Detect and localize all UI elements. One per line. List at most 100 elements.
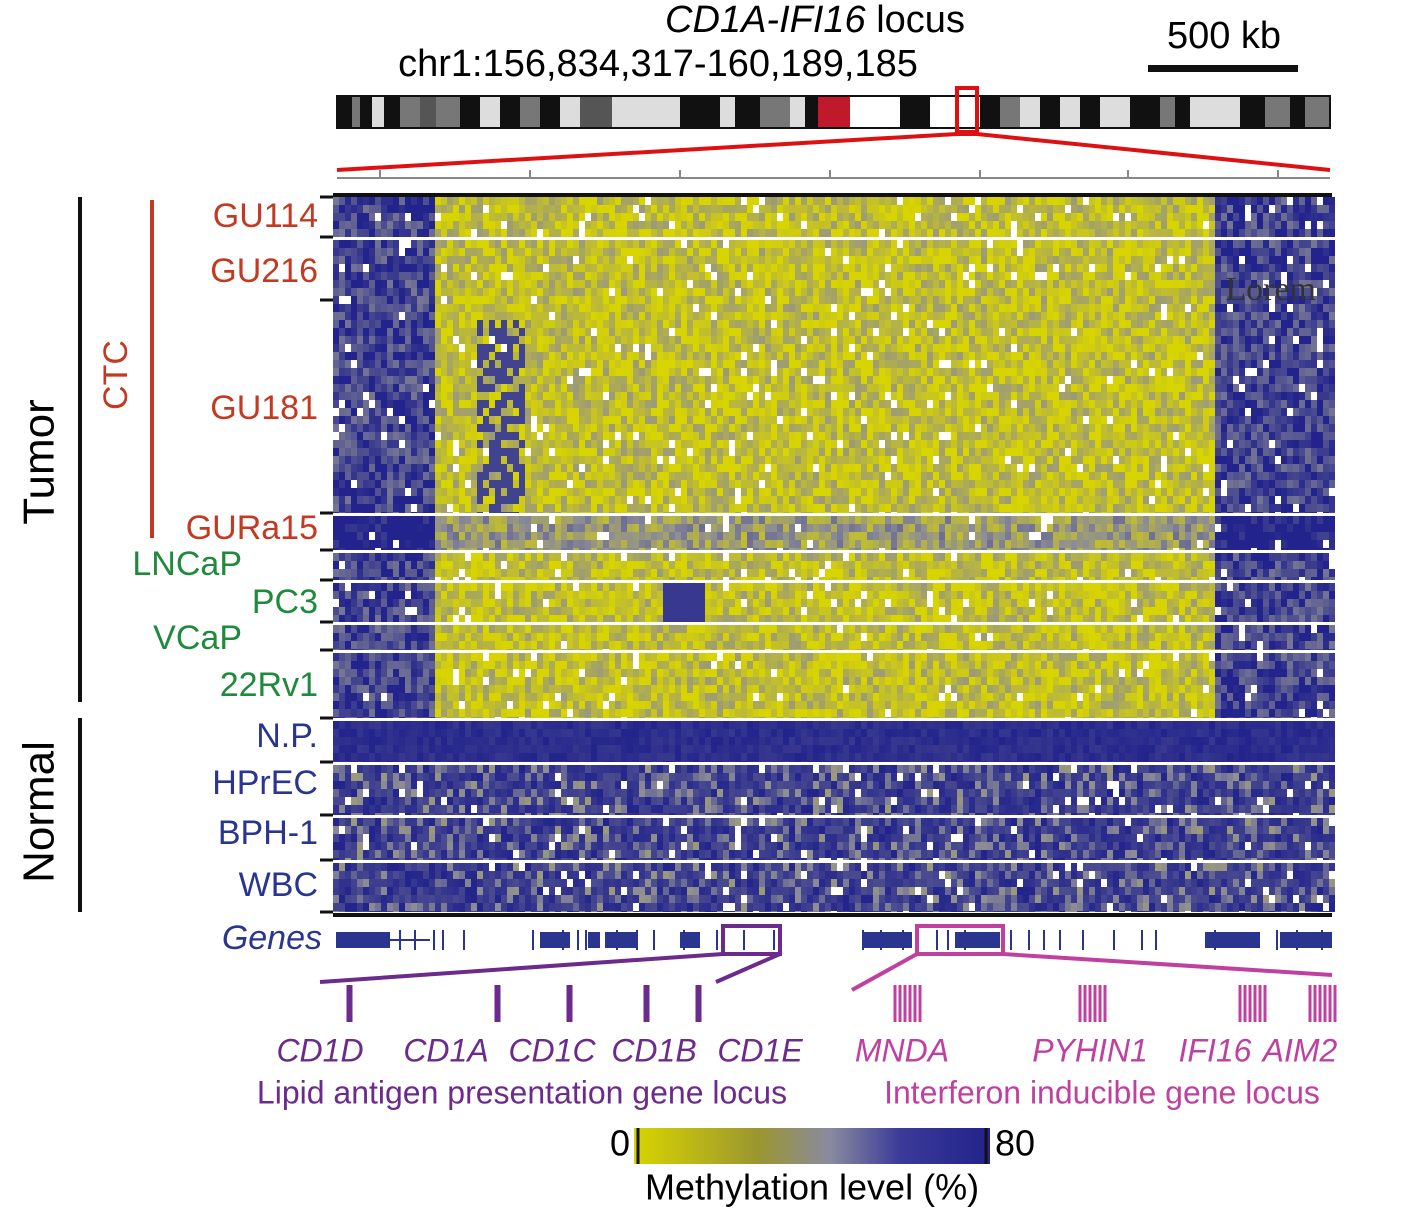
- heat-cell: [1047, 352, 1053, 360]
- heat-cell: [843, 392, 849, 400]
- heat-cell: [663, 213, 669, 221]
- heat-cell: [1311, 368, 1317, 376]
- heat-cell: [1071, 296, 1077, 304]
- heat-cell: [1053, 312, 1059, 320]
- heat-cell: [1023, 229, 1029, 237]
- heat-cell: [747, 328, 753, 336]
- heat-cell: [1263, 248, 1269, 256]
- heat-cell: [1083, 408, 1089, 416]
- heat-cell: [915, 320, 921, 328]
- heat-cell: [1089, 392, 1095, 400]
- heat-cell: [1023, 304, 1029, 312]
- zoom-lines: [337, 134, 1330, 170]
- heat-cell: [1107, 416, 1113, 424]
- heat-cell: [1041, 424, 1047, 432]
- heat-cell: [921, 205, 927, 213]
- heat-cell: [735, 229, 741, 237]
- heat-cell: [1089, 248, 1095, 256]
- heat-cell: [507, 197, 513, 205]
- heat-cell: [813, 424, 819, 432]
- heat-cell: [417, 416, 423, 424]
- heat-cell: [1329, 320, 1335, 328]
- heat-cell: [801, 296, 807, 304]
- heat-cell: [1263, 400, 1269, 408]
- heat-cell: [555, 424, 561, 432]
- heat-cell: [669, 432, 675, 440]
- heat-cell: [609, 336, 615, 344]
- heat-cell: [813, 376, 819, 384]
- heat-cell: [483, 400, 489, 408]
- heat-cell: [1077, 221, 1083, 229]
- heat-cell: [651, 400, 657, 408]
- heat-cell: [1023, 320, 1029, 328]
- heat-cell: [807, 392, 813, 400]
- heat-cell: [933, 221, 939, 229]
- heat-cell: [1083, 221, 1089, 229]
- heat-cell: [1059, 408, 1065, 416]
- heat-cell: [393, 352, 399, 360]
- heat-cell: [405, 376, 411, 384]
- heat-cell: [603, 392, 609, 400]
- heat-cell: [585, 296, 591, 304]
- heat-cell: [1329, 304, 1335, 312]
- heat-cell: [531, 296, 537, 304]
- heat-cell: [927, 384, 933, 392]
- heat-cell: [1089, 240, 1095, 248]
- heat-cell: [1047, 213, 1053, 221]
- heat-cell: [1215, 360, 1221, 368]
- heat-cell: [387, 221, 393, 229]
- heat-cell: [621, 416, 627, 424]
- heat-cell: [1083, 360, 1089, 368]
- heat-cell: [1059, 400, 1065, 408]
- heat-cell: [813, 328, 819, 336]
- heat-cell: [1113, 328, 1119, 336]
- heat-cell: [753, 280, 759, 288]
- heat-cell: [927, 197, 933, 205]
- heat-cell: [471, 264, 477, 272]
- heat-cell: [999, 248, 1005, 256]
- heat-cell: [1041, 213, 1047, 221]
- heat-cell: [1293, 229, 1299, 237]
- heat-cell: [1107, 392, 1113, 400]
- heat-cell: [1041, 328, 1047, 336]
- heat-cell: [1065, 197, 1071, 205]
- heat-cell: [849, 197, 855, 205]
- heat-cell: [1071, 384, 1077, 392]
- heat-cell: [1053, 288, 1059, 296]
- heat-cell: [897, 248, 903, 256]
- heat-cell: [1149, 288, 1155, 296]
- heat-cell: [759, 272, 765, 280]
- heat-cell: [1215, 384, 1221, 392]
- heat-cell: [681, 360, 687, 368]
- heat-cell: [507, 376, 513, 384]
- heat-cell: [1317, 320, 1323, 328]
- heat-cell: [1227, 229, 1233, 237]
- heat-cell: [771, 408, 777, 416]
- heat-cell: [921, 312, 927, 320]
- ideogram-band: [1020, 96, 1040, 128]
- heat-cell: [591, 336, 597, 344]
- heat-cell: [1167, 280, 1173, 288]
- heat-cell: [975, 400, 981, 408]
- heat-cell: [513, 376, 519, 384]
- heat-cell: [339, 256, 345, 264]
- heat-cell: [555, 197, 561, 205]
- heat-cell: [795, 288, 801, 296]
- heat-cell: [441, 264, 447, 272]
- heat-cell: [411, 213, 417, 221]
- heat-cell: [735, 352, 741, 360]
- heat-cell: [345, 256, 351, 264]
- heat-cell: [375, 213, 381, 221]
- heat-cell: [801, 304, 807, 312]
- heat-cell: [561, 392, 567, 400]
- heat-cell: [1173, 280, 1179, 288]
- heat-cell: [375, 272, 381, 280]
- heat-cell: [435, 352, 441, 360]
- heat-cell: [441, 344, 447, 352]
- heat-cell: [1167, 344, 1173, 352]
- heat-cell: [393, 400, 399, 408]
- heat-cell: [1053, 264, 1059, 272]
- heat-cell: [1245, 312, 1251, 320]
- heat-cell: [1323, 213, 1329, 221]
- heat-cell: [681, 213, 687, 221]
